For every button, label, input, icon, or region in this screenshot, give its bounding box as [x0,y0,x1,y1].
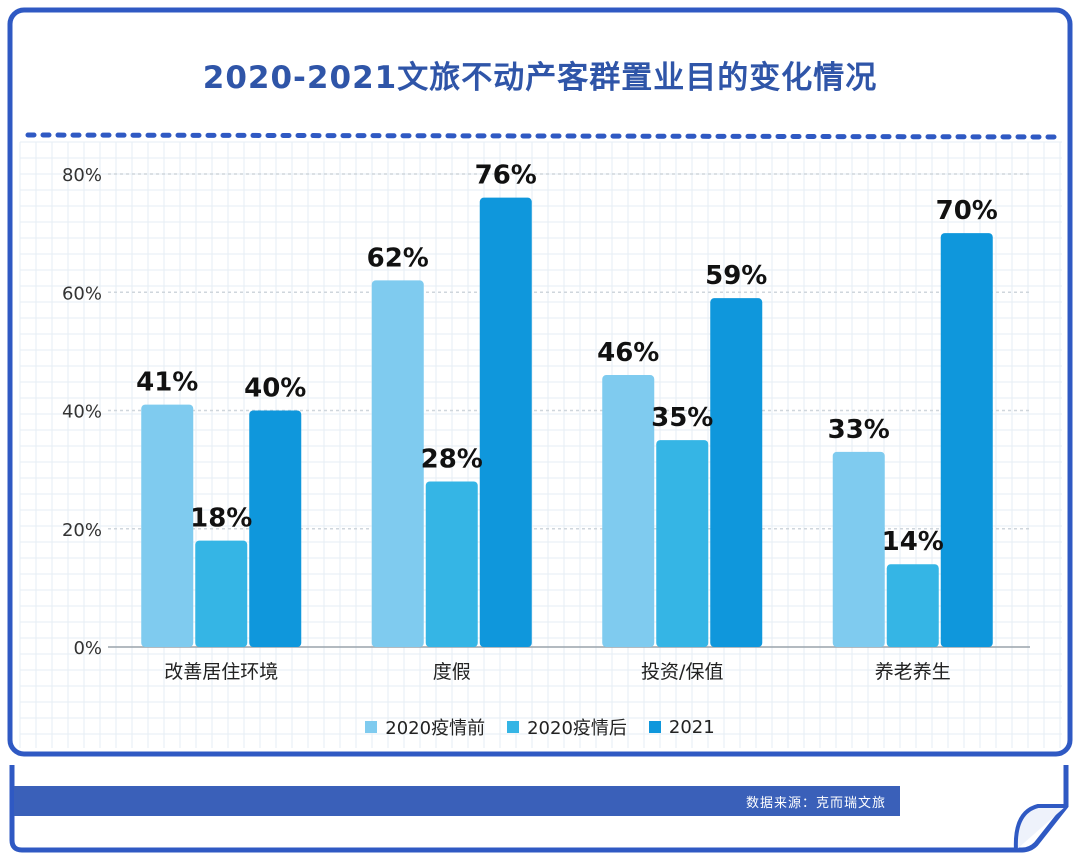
x-tick-label: 度假 [433,661,471,683]
bar [195,540,248,647]
source-note: 数据来源：克而瑞文旅 [745,796,886,811]
data-label: 70% [936,196,998,226]
data-labels: 41% 18% 40% 62% 28% 76% 46% 35% 59% 33% 14% 70% [136,161,998,558]
y-tick-label: 60% [62,283,102,304]
chart-legend: 2020疫情前 2020疫情后 2021 [0,714,1080,740]
y-tick-label: 20% [62,520,102,541]
source-bar: 数据来源：克而瑞文旅 [14,786,900,816]
bar [425,481,478,647]
legend-item: 2020疫情后 [507,714,627,740]
legend-item: 2020疫情前 [365,714,485,740]
bar-series [141,197,993,647]
legend-label: 2020疫情后 [527,718,627,739]
bar [141,404,194,647]
legend-swatch [648,721,661,733]
data-label: 28% [421,444,483,474]
y-axis-ticks: 0% 20% 40% 60% 80% [62,165,102,659]
bar-chart: 0% 20% 40% 60% 80% 41% 18% 40% 62% 28% 76% 46% 35% 5… [19,141,1062,748]
x-tick-label: 投资/保值 [641,661,723,683]
bar [886,564,939,647]
data-label: 14% [882,527,944,557]
bar [479,197,532,647]
legend-item: 2021 [648,714,715,740]
bar [940,233,993,647]
bar [656,440,709,647]
legend-swatch [507,721,520,733]
bar [602,375,655,647]
legend-label: 2021 [668,716,715,738]
data-label: 33% [828,415,890,445]
y-tick-label: 0% [73,638,102,659]
data-label: 35% [651,403,713,433]
y-tick-label: 80% [62,165,102,186]
data-label: 59% [705,261,767,291]
data-label: 40% [244,374,306,404]
data-label: 18% [190,504,252,534]
y-tick-label: 40% [62,402,102,423]
page-title: 2020-2021文旅不动产客群置业目的变化情况 [202,60,878,96]
data-label: 46% [597,338,659,368]
bar [710,298,763,647]
bar [832,451,885,647]
chart-grid [19,141,1062,748]
data-label: 41% [136,368,198,398]
x-tick-label: 养老养生 [875,661,951,683]
legend-swatch [365,721,378,733]
data-label: 76% [475,161,537,191]
bar [249,410,302,647]
x-axis-ticks: 改善居住环境 度假 投资/保值 养老养生 [164,661,951,683]
data-label: 62% [367,243,429,273]
x-tick-label: 改善居住环境 [164,661,278,683]
legend-label: 2020疫情前 [385,718,486,739]
bar [371,280,424,647]
